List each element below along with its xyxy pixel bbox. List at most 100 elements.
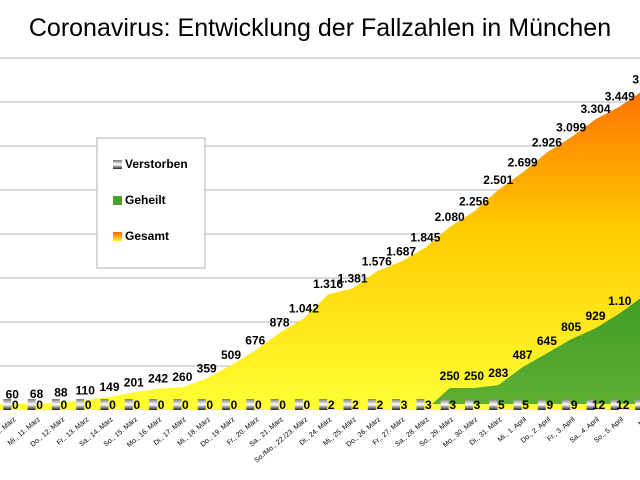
data-label-gesamt: 88: [54, 385, 68, 399]
data-marker-verstorben: [3, 399, 12, 410]
data-label-gesamt: 1.687: [386, 245, 416, 259]
data-marker-verstorben: [562, 399, 571, 410]
data-label-geheilt: 283: [488, 366, 508, 380]
data-marker-verstorben: [343, 399, 352, 410]
data-label-geheilt: 250: [464, 369, 484, 383]
data-label-gesamt: 1.845: [410, 231, 440, 245]
data-label-gesamt: 1.576: [362, 254, 392, 268]
data-label-verstorben: 0: [279, 398, 286, 412]
data-label-gesamt: 260: [172, 370, 192, 384]
data-label-verstorben: 2: [328, 398, 335, 412]
data-marker-verstorben: [635, 399, 640, 410]
data-label-verstorben: 0: [182, 398, 189, 412]
legend-label-verstorben: Verstorben: [125, 157, 188, 171]
data-label-gesamt: 2.699: [508, 155, 538, 169]
data-label-gesamt: 149: [99, 380, 119, 394]
data-marker-verstorben: [149, 399, 158, 410]
data-label-verstorben: 0: [109, 398, 116, 412]
data-label-gesamt: 509: [221, 348, 241, 362]
data-marker-verstorben: [367, 399, 376, 410]
data-label-gesamt: 242: [148, 372, 168, 386]
data-label-verstorben: 3: [474, 398, 481, 412]
data-label-verstorben: 3: [401, 398, 408, 412]
data-label-gesamt: 676: [245, 334, 265, 348]
data-label-verstorben: 0: [255, 398, 262, 412]
data-label-verstorben: 0: [36, 398, 43, 412]
data-marker-verstorben: [246, 399, 255, 410]
legend-label-gesamt: Gesamt: [125, 229, 169, 243]
data-label-gesamt: 359: [197, 361, 217, 375]
data-label-verstorben: 5: [522, 398, 529, 412]
data-label-geheilt: 645: [537, 334, 557, 348]
data-label-verstorben: 0: [85, 398, 92, 412]
legend-label-geheilt: Geheilt: [125, 193, 166, 207]
data-marker-verstorben: [392, 399, 401, 410]
data-label-gesamt: 2.501: [483, 173, 513, 187]
series-area-gesamt: [0, 92, 640, 410]
data-marker-verstorben: [124, 399, 133, 410]
data-marker-verstorben: [222, 399, 230, 410]
data-label-gesamt: 3.099: [556, 120, 586, 134]
data-marker-verstorben: [586, 399, 595, 410]
data-marker-verstorben: [513, 399, 522, 410]
data-marker-verstorben: [100, 399, 109, 410]
legend-swatch-geheilt: [113, 196, 122, 205]
legend-swatch-verstorben: [113, 160, 122, 169]
data-label-geheilt: 929: [585, 309, 605, 323]
data-label-verstorben: 0: [206, 398, 213, 412]
data-label-geheilt: 487: [513, 348, 533, 362]
data-marker-verstorben: [537, 399, 546, 410]
data-marker-verstorben: [465, 399, 473, 410]
data-label-verstorben: 3: [425, 398, 432, 412]
data-label-gesamt: 2.256: [459, 194, 489, 208]
data-marker-verstorben: [76, 399, 85, 410]
data-label-gesamt: 60: [6, 388, 20, 402]
data-label-gesamt: 3.304: [580, 102, 610, 116]
series-area-geheilt: [0, 298, 640, 410]
data-label-verstorben: 0: [231, 398, 238, 412]
data-label-verstorben: 0: [304, 398, 311, 412]
data-label-gesamt: 878: [270, 316, 290, 330]
data-marker-verstorben: [610, 399, 619, 410]
data-label-verstorben: 0: [158, 398, 165, 412]
x-tick-label: Mo: [637, 416, 640, 428]
data-marker-verstorben: [27, 399, 36, 410]
data-label-gesamt: 1.381: [337, 271, 367, 285]
data-label-gesamt: 3.449: [605, 89, 635, 103]
data-label-verstorben: 0: [133, 398, 140, 412]
data-label-gesamt: 1.316: [313, 277, 343, 291]
legend-swatch-gesamt: [113, 232, 122, 241]
data-label-verstorben: 9: [571, 398, 578, 412]
data-marker-verstorben: [294, 399, 303, 410]
data-label-geheilt: 250: [440, 369, 460, 383]
data-label-gesamt: 3.64: [632, 73, 640, 87]
data-marker-verstorben: [173, 399, 182, 410]
data-marker-verstorben: [416, 399, 425, 410]
data-marker-verstorben: [197, 399, 206, 410]
data-label-verstorben: 9: [547, 398, 554, 412]
data-label-verstorben: 3: [449, 398, 456, 412]
data-label-verstorben: 2: [376, 398, 383, 412]
chart-title: Coronavirus: Entwicklung der Fallzahlen …: [28, 14, 612, 42]
data-label-verstorben: 12: [616, 398, 630, 412]
data-label-verstorben: 2: [352, 398, 359, 412]
data-marker-verstorben: [440, 399, 449, 410]
data-marker-verstorben: [270, 399, 279, 410]
data-label-verstorben: 5: [498, 398, 505, 412]
data-label-gesamt: 68: [30, 387, 44, 401]
data-label-verstorben: 0: [12, 398, 19, 412]
data-marker-verstorben: [51, 399, 60, 410]
data-label-gesamt: 2.926: [532, 136, 562, 150]
data-label-gesamt: 201: [124, 375, 144, 389]
data-label-verstorben: 0: [61, 398, 68, 412]
data-marker-verstorben: [319, 399, 328, 410]
data-label-gesamt: 1.042: [289, 301, 319, 315]
data-label-geheilt: 805: [561, 320, 581, 334]
data-marker-verstorben: [489, 399, 498, 410]
data-label-geheilt: 1.10: [608, 294, 632, 308]
data-label-gesamt: 110: [76, 383, 96, 397]
data-label-verstorben: 12: [592, 398, 606, 412]
data-label-gesamt: 2.080: [435, 210, 465, 224]
